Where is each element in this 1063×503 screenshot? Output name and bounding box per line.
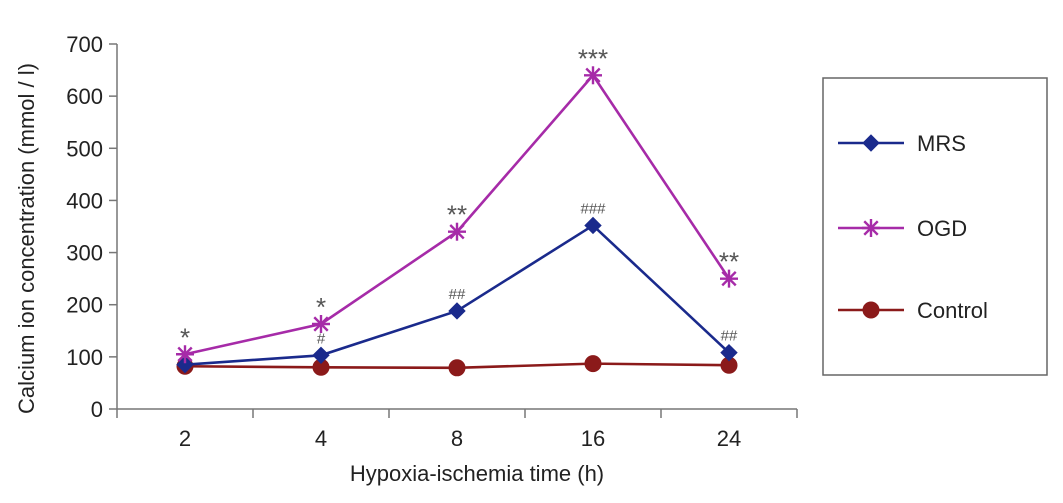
data-point-mrs bbox=[312, 346, 330, 364]
y-tick-label: 400 bbox=[66, 188, 103, 213]
data-point-ogd bbox=[720, 269, 738, 288]
data-point-ogd bbox=[312, 315, 330, 334]
x-tick-label: 16 bbox=[581, 426, 605, 451]
significance-annotation: ** bbox=[447, 200, 467, 230]
significance-annotation: # bbox=[317, 330, 326, 347]
significance-annotation: * bbox=[316, 292, 326, 322]
legend-marker bbox=[862, 301, 880, 319]
data-point-ogd bbox=[584, 66, 602, 85]
y-tick-label: 300 bbox=[66, 241, 103, 266]
data-point-mrs bbox=[720, 343, 738, 362]
data-point-mrs bbox=[448, 302, 466, 320]
series-ogd: ********* bbox=[176, 43, 739, 364]
x-axis-title: Hypoxia-ischemia time (h) bbox=[350, 461, 604, 486]
legend-marker bbox=[862, 219, 880, 237]
legend-item-control: Control bbox=[838, 298, 988, 323]
legend-item-mrs: MRS bbox=[838, 131, 966, 156]
y-tick-label: 500 bbox=[66, 136, 103, 161]
significance-annotation: * bbox=[180, 322, 190, 352]
x-tick-label: 24 bbox=[717, 426, 741, 451]
legend-label: OGD bbox=[917, 216, 967, 241]
significance-annotation: ## bbox=[721, 328, 738, 345]
y-tick-label: 700 bbox=[66, 32, 103, 57]
y-tick-label: 200 bbox=[66, 293, 103, 318]
data-point-ogd bbox=[176, 345, 194, 364]
data-point-control bbox=[584, 355, 602, 373]
significance-annotation: ** bbox=[719, 247, 739, 277]
x-tick-label: 4 bbox=[315, 426, 327, 451]
series-layer: ########********* bbox=[176, 43, 739, 377]
legend-marker bbox=[862, 134, 880, 152]
y-tick-label: 100 bbox=[66, 345, 103, 370]
legend-label: Control bbox=[917, 298, 988, 323]
x-tick-label: 8 bbox=[451, 426, 463, 451]
legend: MRS OGD Control bbox=[822, 77, 1048, 376]
data-point-mrs bbox=[584, 216, 602, 235]
series-mrs: ######## bbox=[176, 200, 738, 374]
data-point-ogd bbox=[448, 222, 466, 241]
legend-label: MRS bbox=[917, 131, 966, 156]
x-tick-label: 2 bbox=[179, 426, 191, 451]
legend-item-ogd: OGD bbox=[838, 216, 967, 241]
data-point-control bbox=[448, 359, 466, 377]
y-axis-title: Calcium ion concentration (mmol / l) bbox=[14, 63, 39, 414]
significance-annotation: *** bbox=[578, 43, 608, 73]
significance-annotation: ## bbox=[449, 286, 466, 303]
data-point-mrs bbox=[176, 355, 194, 374]
y-tick-label: 0 bbox=[91, 397, 103, 422]
legend-box bbox=[822, 77, 1048, 376]
significance-annotation: ### bbox=[580, 200, 606, 217]
y-tick-label: 600 bbox=[66, 84, 103, 109]
